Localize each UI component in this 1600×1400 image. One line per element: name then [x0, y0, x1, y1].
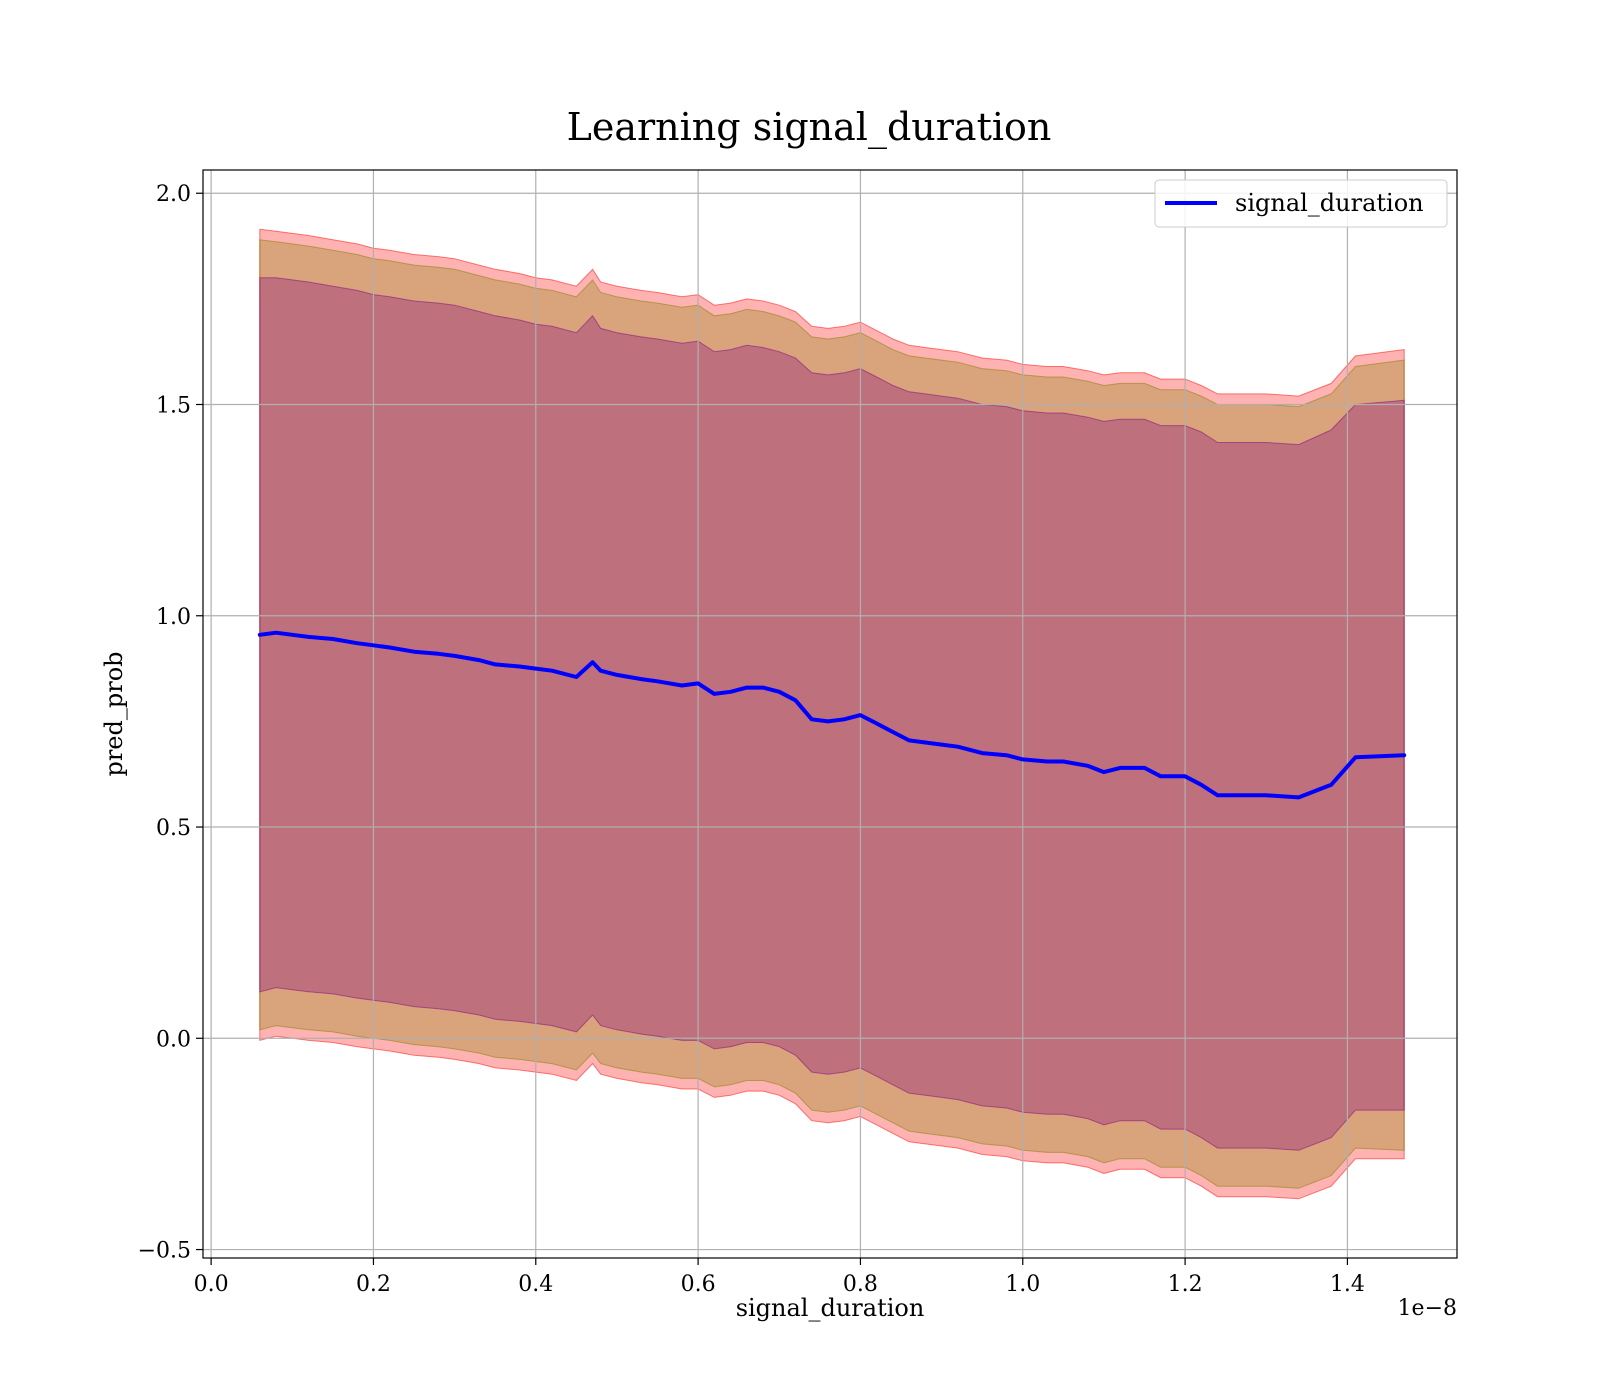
x-tick-label: 1.4 [1330, 1272, 1365, 1297]
plot-frame [202, 169, 1458, 1259]
confidence-bands [259, 228, 1405, 1200]
y-tick-label: −0.5 [138, 1239, 191, 1264]
y-tick-label: 1.5 [156, 394, 191, 419]
x-tick-label: 0.8 [843, 1272, 878, 1297]
y-tick-label: 1.0 [156, 605, 191, 630]
x-tick-label: 0.6 [681, 1272, 716, 1297]
x-tick-label: 1.2 [1168, 1272, 1203, 1297]
x-tick-label: 1.0 [1005, 1272, 1040, 1297]
x-tick-label: 0.0 [194, 1272, 229, 1297]
y-axis-label: pred_prob [100, 651, 128, 776]
x-axis-ticks: 0.0 0.2 0.4 0.6 0.8 1.0 1.2 1.4 [194, 1258, 1365, 1297]
legend: signal_duration [1154, 179, 1448, 228]
chart-title: Learning signal_duration [567, 105, 1052, 150]
band-1 [259, 239, 1405, 1189]
x-tick-label: 0.4 [518, 1272, 553, 1297]
series-lines [257, 630, 1407, 800]
band-0 [259, 228, 1405, 1200]
legend-box [1154, 179, 1448, 228]
x-axis-offset-label: 1e−8 [1398, 1296, 1457, 1321]
y-tick-label: 0.5 [156, 816, 191, 841]
series-line-signal_duration [257, 630, 1407, 800]
y-tick-label: 2.0 [156, 182, 191, 207]
y-axis-ticks: −0.5 0.0 0.5 1.0 1.5 2.0 [138, 182, 203, 1264]
x-axis-label: signal_duration [736, 1294, 925, 1322]
legend-label: signal_duration [1235, 189, 1424, 217]
x-tick-label: 0.2 [356, 1272, 391, 1297]
y-tick-label: 0.0 [156, 1027, 191, 1052]
band-2 [259, 277, 1405, 1151]
